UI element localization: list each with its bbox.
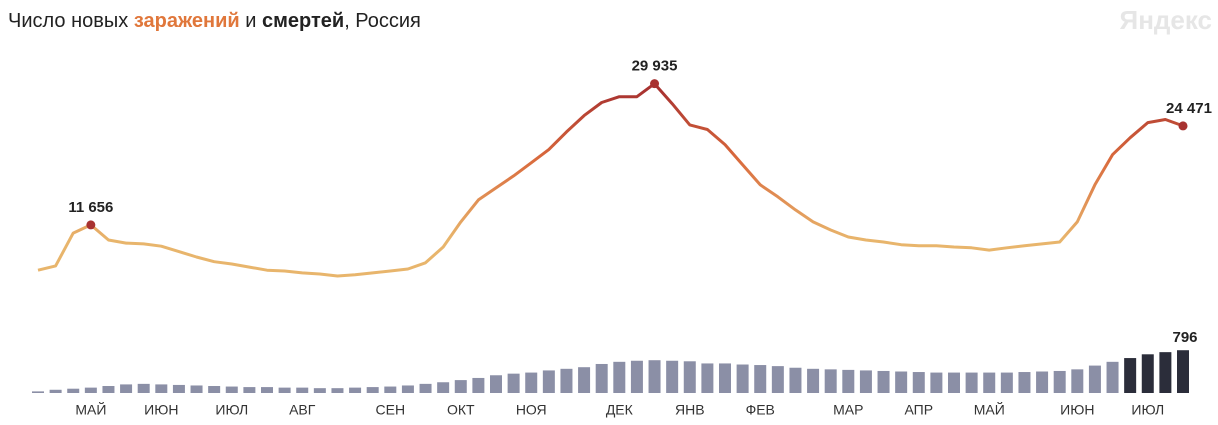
bar (1141, 354, 1154, 393)
value-label: 11 656 (68, 199, 113, 216)
line (37, 82, 1184, 278)
bar (401, 385, 414, 393)
bar (630, 360, 643, 393)
bar (666, 360, 679, 393)
bar (1071, 369, 1084, 393)
bar (719, 363, 731, 393)
bar (595, 363, 608, 393)
x-tick-label: ЯНВ (675, 402, 705, 418)
bar (490, 375, 502, 393)
title-part: заражений (134, 10, 240, 32)
bar (84, 387, 97, 393)
bar (824, 369, 837, 393)
bar (948, 372, 960, 393)
x-tick-label: МАР (833, 402, 863, 418)
bar (454, 380, 467, 393)
x-tick-label: НОЯ (516, 402, 547, 418)
value-label: 796 (1172, 329, 1197, 346)
bar (807, 368, 820, 393)
bar (243, 387, 256, 393)
x-tick-label: АВГ (289, 402, 316, 418)
bar (648, 360, 661, 393)
bar (842, 369, 855, 393)
bar (190, 385, 203, 393)
bar (1177, 350, 1189, 393)
bar (155, 384, 168, 393)
bar (437, 382, 450, 393)
x-tick-label: СЕН (376, 402, 406, 418)
title-part: Число новых (8, 10, 134, 32)
bar (789, 367, 802, 393)
bar (912, 372, 925, 393)
bar (49, 389, 62, 393)
bar (877, 370, 890, 393)
bar (384, 386, 397, 393)
x-tick-label: МАЙ (75, 401, 106, 418)
bar (560, 368, 573, 393)
bar (983, 372, 996, 393)
value-label: 29 935 (632, 58, 678, 75)
bar (120, 384, 133, 393)
point (1178, 121, 1188, 131)
bar (366, 387, 379, 393)
bar (507, 373, 520, 393)
bar (578, 367, 591, 393)
point (86, 220, 96, 230)
bar (1124, 358, 1137, 393)
bar (296, 387, 309, 393)
x-tick-label: ДЕК (606, 402, 634, 418)
value-label: 24 471 (1166, 100, 1212, 117)
bar (613, 361, 626, 393)
x-tick-label: ИЮН (1060, 402, 1094, 418)
bar (542, 370, 555, 393)
bar (472, 377, 485, 393)
bar (701, 363, 714, 393)
bar (1088, 365, 1101, 393)
bar (32, 391, 44, 393)
bar (859, 370, 872, 393)
bar (419, 383, 432, 393)
x-tick-label: ИЮН (144, 402, 178, 418)
chart-title: Число новых заражений и смертей, Россия (8, 10, 421, 32)
bar (683, 361, 696, 393)
bar (349, 387, 362, 393)
bar (137, 383, 150, 393)
bar (261, 387, 273, 393)
x-tick-label: ИЮЛ (1131, 402, 1164, 418)
point (650, 79, 660, 89)
bar (1000, 372, 1013, 393)
bar (1018, 372, 1031, 393)
bar (1053, 370, 1066, 393)
bar (278, 387, 291, 393)
bar (208, 386, 221, 393)
bar (172, 384, 185, 393)
title-part: , Россия (344, 10, 421, 32)
x-tick-label: ФЕВ (746, 402, 775, 418)
bar (525, 372, 538, 393)
bar (965, 372, 978, 393)
bar (930, 372, 943, 393)
bar (313, 388, 326, 393)
x-tick-label: ИЮЛ (215, 402, 248, 418)
bar (1106, 361, 1119, 393)
bar (1036, 371, 1049, 393)
watermark: Яндекс (1120, 5, 1213, 35)
bar (1159, 352, 1172, 393)
x-tick-label: ОКТ (447, 402, 475, 418)
title-part: смертей (262, 10, 344, 32)
bar (736, 364, 749, 393)
x-tick-label: МАЙ (974, 401, 1005, 418)
bar (331, 388, 344, 393)
bar (102, 386, 115, 393)
x-tick-label: АПР (904, 402, 933, 418)
bar (771, 366, 784, 393)
title-part: и (240, 10, 262, 32)
bar (895, 371, 908, 393)
bar (225, 386, 238, 393)
bar (754, 365, 767, 393)
bar (67, 388, 80, 393)
